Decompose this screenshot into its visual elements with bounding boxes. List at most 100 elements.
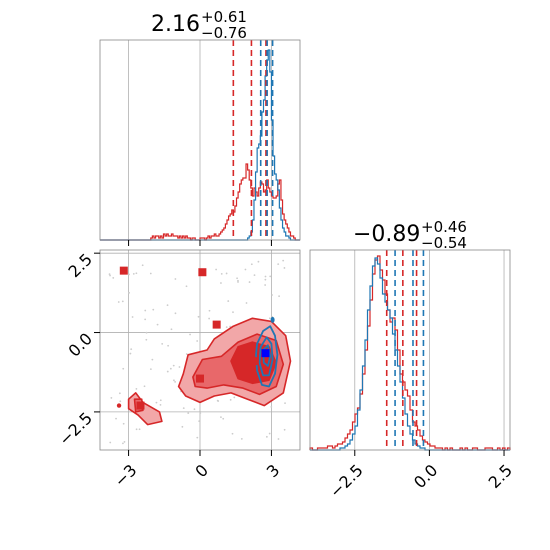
joint-sample-point: [135, 428, 138, 431]
joint-sample-point: [250, 263, 253, 266]
joint-sample-point: [199, 412, 202, 415]
joint-sample-point: [144, 318, 147, 321]
joint-sample-point: [232, 311, 234, 314]
joint-sample-point: [264, 278, 267, 281]
joint-sample-point: [185, 285, 188, 288]
joint-sample-point: [189, 333, 191, 336]
joint-sample-point: [174, 278, 177, 280]
joint-sample-point: [227, 300, 230, 302]
y-marginal-tick-label-2: 2.5: [485, 461, 516, 492]
joint-sample-point: [257, 260, 260, 263]
joint-sample-point: [135, 272, 138, 275]
joint-sample-point: [283, 267, 286, 269]
joint-sample-point: [161, 343, 164, 345]
joint-sample-point: [193, 408, 196, 411]
y-marginal-frame: [309, 249, 511, 451]
joint-sample-point: [149, 272, 152, 275]
joint-sample-point: [173, 379, 175, 382]
joint-sample-point: [122, 367, 125, 370]
joint-x-tick-label-1: 0: [191, 461, 212, 482]
joint-sample-point: [143, 385, 146, 388]
joint-sample-point: [110, 397, 113, 399]
joint-y-tick-label-1: 0.0: [65, 329, 96, 360]
joint-contour-panel: −3 0 3 2.5 0.0 −2.5: [55, 249, 301, 491]
joint-sample-point: [269, 275, 272, 278]
red-marker-4: [136, 401, 145, 410]
joint-sample-point: [268, 317, 271, 320]
joint-sample-point: [278, 295, 280, 298]
joint-sample-point: [169, 367, 172, 370]
x-marginal-panel: [99, 39, 301, 246]
joint-sample-point: [108, 273, 111, 276]
joint-sample-point: [138, 428, 141, 431]
y-marginal-panel: −2.5 0.0 2.5: [309, 249, 516, 502]
joint-sample-point: [277, 438, 280, 440]
joint-sample-point: [159, 403, 162, 406]
joint-x-tick-label-0: −3: [110, 461, 140, 491]
joint-sample-point: [197, 315, 200, 318]
joint-sample-point: [264, 284, 267, 286]
joint-sample-point: [122, 442, 124, 445]
joint-sample-point: [229, 398, 232, 401]
joint-sample-point: [174, 312, 177, 315]
joint-sample-point: [178, 366, 181, 368]
red-marker-3: [196, 374, 204, 383]
joint-sample-point: [122, 422, 125, 425]
joint-sample-point: [268, 432, 271, 435]
joint-sample-point: [196, 436, 199, 439]
joint-sample-point: [220, 272, 223, 275]
joint-sample-point: [156, 323, 159, 326]
joint-sample-point: [240, 437, 243, 440]
joint-sample-point: [187, 412, 190, 414]
joint-sample-point: [181, 425, 184, 428]
blue-contour-level-3: [262, 344, 272, 367]
joint-sample-point: [208, 317, 211, 320]
joint-sample-point: [208, 309, 211, 312]
joint-sample-point: [141, 264, 144, 267]
red-contour-speck: [116, 403, 122, 408]
joint-sample-point: [185, 353, 188, 355]
joint-sample-point: [198, 420, 201, 423]
joint-sample-point: [283, 428, 286, 431]
joint-sample-point: [118, 392, 121, 395]
joint-sample-point: [265, 435, 268, 438]
joint-sample-point: [152, 308, 155, 311]
joint-sample-point: [130, 348, 133, 351]
joint-sample-point: [229, 325, 232, 328]
joint-sample-point: [145, 331, 148, 334]
joint-sample-point: [115, 417, 117, 420]
joint-sample-point: [121, 300, 124, 303]
joint-sample-point: [112, 277, 115, 279]
joint-sample-point: [159, 399, 162, 402]
y-marginal-tick-label-0: −2.5: [326, 461, 367, 502]
joint-sample-point: [236, 277, 238, 280]
joint-sample-point: [277, 263, 280, 266]
joint-sample-point: [129, 352, 132, 355]
joint-y-tick-label-2: −2.5: [55, 408, 96, 449]
blue-contour-level-2: [258, 336, 274, 377]
joint-sample-point: [167, 344, 170, 347]
joint-sample-point: [225, 272, 228, 275]
joint-sample-point: [231, 432, 234, 435]
joint-sample-point: [166, 304, 169, 307]
red-marker-0: [119, 266, 128, 275]
blue-contour-level-1: [255, 325, 279, 388]
joint-sample-point: [225, 326, 228, 329]
joint-sample-point: [182, 407, 185, 410]
joint-sample-point: [237, 279, 239, 282]
joint-sample-point: [248, 281, 251, 283]
y-marginal-histogram-series-0: [309, 255, 511, 451]
joint-sample-point: [145, 338, 148, 341]
y-param-title-value: −0.89: [353, 222, 420, 247]
x-param-title-upper: +0.61: [201, 8, 247, 26]
joint-sample-point: [132, 273, 135, 275]
red-marker-2: [212, 320, 221, 329]
joint-sample-point: [128, 291, 130, 294]
y-marginal-tick-label-1: 0.0: [410, 461, 441, 492]
joint-sample-point: [109, 274, 111, 277]
joint-sample-point: [119, 400, 122, 403]
joint-sample-point: [220, 282, 222, 284]
joint-sample-point: [109, 441, 112, 444]
joint-sample-point: [245, 302, 248, 304]
